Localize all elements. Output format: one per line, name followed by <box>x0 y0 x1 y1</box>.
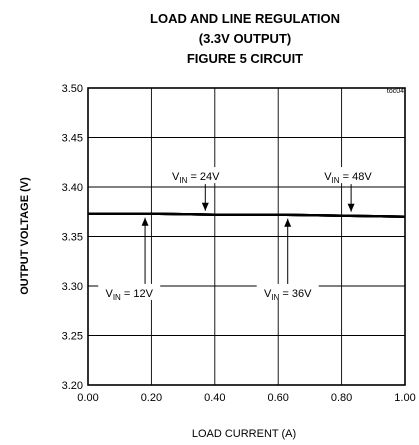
y-tick-label: 3.20 <box>62 380 83 392</box>
figure-code: toc04 <box>387 88 404 95</box>
chart-title: LOAD AND LINE REGULATION (3.3V OUTPUT) F… <box>150 11 340 66</box>
grid-lines <box>87 87 406 386</box>
y-tick-label: 3.30 <box>62 281 83 293</box>
annotation-label: VIN = 36V <box>264 288 312 302</box>
annotation-label: VIN = 24V <box>172 171 220 185</box>
annotation-arrowhead <box>201 202 209 211</box>
y-tick-labels: 3.20 3.25 3.30 3.35 3.40 3.45 3.50 <box>62 83 83 392</box>
chart-title-line-2: (3.3V OUTPUT) <box>199 31 291 46</box>
annotation-label-bg <box>98 283 161 300</box>
x-tick-label: 0.60 <box>267 392 288 404</box>
y-axis-label: OUTPUT VOLTAGE (V) <box>19 177 31 295</box>
annotation-3: VIN = 36V <box>256 218 319 302</box>
plot-frame <box>87 87 406 386</box>
annotation-label-bg <box>164 167 227 184</box>
x-tick-labels: 0.00 0.20 0.40 0.60 0.80 1.00 <box>77 392 415 404</box>
y-tick-label: 3.35 <box>62 232 83 244</box>
annotation-arrowhead <box>347 203 355 212</box>
chart-title-line-1: LOAD AND LINE REGULATION <box>150 11 340 26</box>
y-tick-label: 3.40 <box>62 182 83 194</box>
annotations-layer: VIN = 12V VIN = 24V VIN = 36V VIN = 48V <box>98 167 379 302</box>
y-tick-label: 3.50 <box>62 83 83 95</box>
chart-title-line-3: FIGURE 5 CIRCUIT <box>187 51 303 66</box>
x-tick-label: 0.00 <box>77 392 98 404</box>
annotation-4: VIN = 48V <box>316 167 379 212</box>
y-tick-label: 3.25 <box>62 331 83 343</box>
annotation-1: VIN = 12V <box>98 217 161 302</box>
x-tick-label: 1.00 <box>394 392 415 404</box>
x-tick-label: 0.40 <box>204 392 225 404</box>
x-tick-label: 0.80 <box>331 392 352 404</box>
x-axis-label: LOAD CURRENT (A) <box>192 428 296 440</box>
annotation-label: VIN = 48V <box>324 171 372 185</box>
y-tick-label: 3.45 <box>62 133 83 145</box>
annotation-label-bg <box>316 167 379 184</box>
annotation-label: VIN = 12V <box>105 288 153 302</box>
x-tick-label: 0.20 <box>141 392 162 404</box>
annotation-arrowhead <box>284 218 292 227</box>
series-layer <box>88 212 406 218</box>
annotation-2: VIN = 24V <box>164 167 227 211</box>
annotation-label-bg <box>256 283 319 300</box>
series-line-4 <box>88 212 406 218</box>
annotation-arrowhead <box>141 217 149 226</box>
